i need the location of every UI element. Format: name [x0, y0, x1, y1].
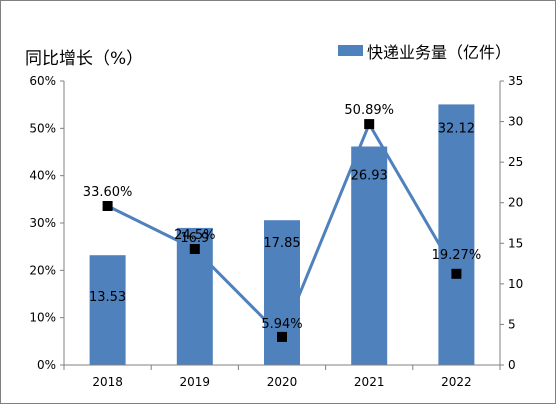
legend-label-bar: 快递业务量（亿件） [367, 43, 511, 62]
x-tick-label: 2018 [92, 375, 123, 389]
left-tick-label: 10% [29, 311, 56, 325]
bar-data-label: 17.85 [263, 236, 300, 251]
left-tick-label: 60% [29, 74, 56, 88]
bar-data-label: 13.53 [89, 290, 126, 305]
right-tick-label: 30 [508, 115, 523, 129]
left-tick-label: 20% [29, 263, 56, 277]
right-tick-label: 20 [508, 196, 523, 210]
x-tick-label: 2021 [354, 375, 385, 389]
growth-data-label: 19.27% [432, 248, 482, 263]
right-tick-label: 5 [508, 317, 516, 331]
legend-swatch-bar [338, 45, 363, 56]
right-tick-label: 25 [508, 155, 523, 169]
right-tick-label: 0 [508, 358, 516, 372]
right-tick-label: 10 [508, 277, 523, 291]
bar-data-label: 16.9 [180, 231, 209, 246]
left-axis-title: 同比增长（%） [25, 49, 143, 69]
growth-data-label: 24.5% [174, 228, 215, 243]
bar-2018 [89, 255, 126, 365]
bar-2021 [351, 146, 388, 365]
growth-data-label: 50.89% [344, 103, 394, 118]
growth-data-label: 5.94% [261, 317, 302, 332]
growth-marker-2020 [277, 331, 287, 342]
growth-marker-2018 [102, 201, 113, 211]
left-tick-label: 40% [29, 169, 56, 183]
bar-2022 [438, 104, 475, 366]
right-tick-label: 35 [508, 74, 523, 88]
growth-marker-2022 [451, 268, 462, 279]
bar-data-label: 26.93 [351, 169, 388, 184]
growth-marker-2019 [189, 244, 200, 254]
growth-data-label: 33.60% [83, 185, 133, 200]
left-tick-label: 30% [29, 216, 56, 230]
legend: 快递业务量（亿件） [338, 43, 511, 62]
x-tick-label: 2020 [267, 375, 298, 389]
plot-area: 0% 10% 20% 30% 40% 50% 60% 0 5 10 15 20 25 30 35 2018 20… [29, 74, 523, 389]
left-tick-label: 50% [29, 121, 56, 135]
right-tick-label: 15 [508, 236, 523, 250]
growth-marker-2021 [364, 119, 375, 130]
bar-data-label: 32.12 [438, 121, 475, 136]
x-tick-label: 2022 [441, 375, 472, 389]
left-tick-label: 0% [37, 358, 56, 372]
x-tick-label: 2019 [180, 375, 211, 389]
